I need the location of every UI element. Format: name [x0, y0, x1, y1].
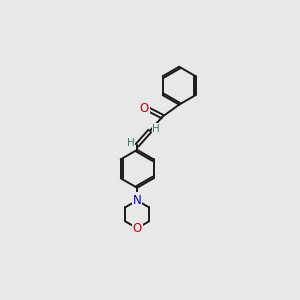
Text: H: H: [127, 138, 134, 148]
Text: H: H: [152, 124, 160, 134]
Text: O: O: [133, 222, 142, 235]
Text: O: O: [140, 102, 149, 115]
Text: N: N: [133, 193, 142, 206]
Text: N: N: [133, 194, 142, 207]
